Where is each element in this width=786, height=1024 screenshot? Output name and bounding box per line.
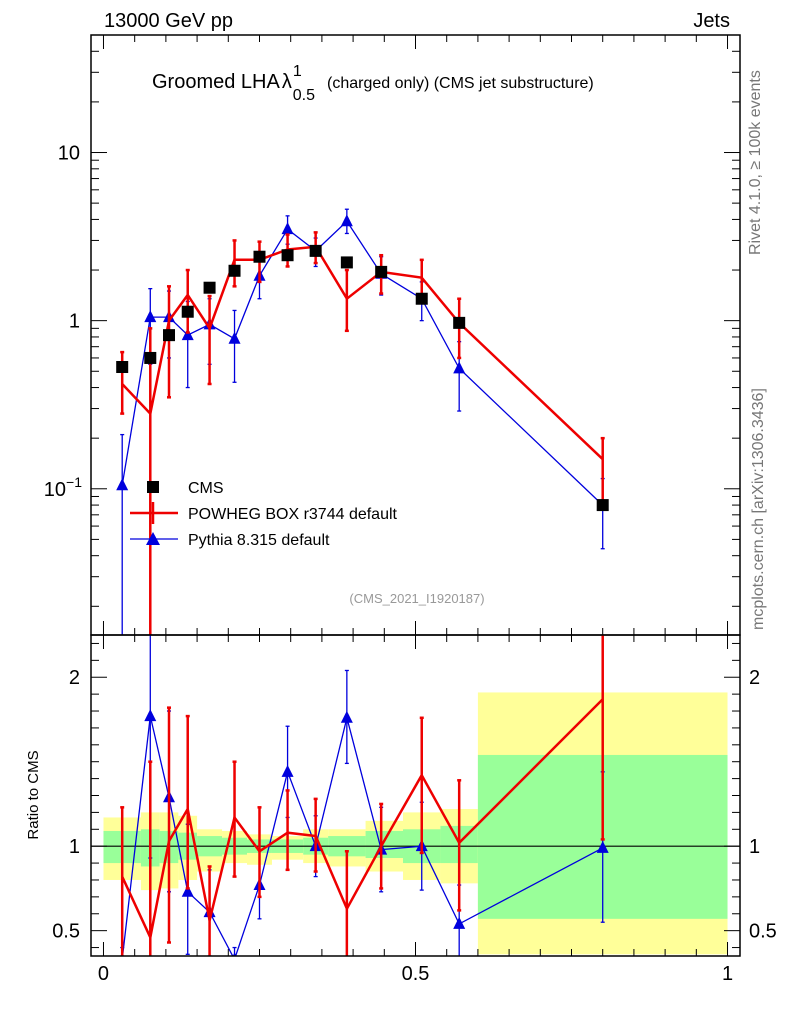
cms-marker xyxy=(375,265,388,278)
cms-marker xyxy=(181,305,194,318)
cms-marker xyxy=(596,499,609,512)
pythia-marker xyxy=(228,331,241,344)
header-jets-label: Jets xyxy=(693,10,730,32)
cms-marker xyxy=(203,281,216,294)
pythia-ratio-line xyxy=(121,715,604,956)
title-lambda: λ xyxy=(282,71,292,93)
ratio-x-tick-label: 0 xyxy=(98,963,109,985)
legend-pythia-label: Pythia 8.315 default xyxy=(188,532,330,549)
powheg-line xyxy=(121,245,604,461)
plot-title: Groomed LHA λ1 0.5 (charged only) (CMS jet … xyxy=(152,63,594,104)
legend: CMS POWHEG BOX r3744 default Pythia 8.31… xyxy=(130,480,398,549)
cms-marker xyxy=(309,244,322,257)
title-rest: (charged only) (CMS jet substructure) xyxy=(327,75,594,92)
pythia-ratio-marker xyxy=(281,764,294,777)
main-y-tick-label: 10 xyxy=(58,143,80,165)
pythia-ratio-marker xyxy=(340,710,353,723)
legend-pythia-marker xyxy=(146,532,160,545)
main-y-tick-exponent: −1 xyxy=(66,474,82,490)
ratio-panel: 0.5 0.5 1 1 2 2 0 0.5 1 xyxy=(52,635,777,985)
main-y-tick-label: 10−1 xyxy=(44,474,82,501)
ratio-x-tick-label: 0.5 xyxy=(402,963,430,985)
ratio-y-tick-label: 1 xyxy=(69,836,80,858)
title-superscript: 1 xyxy=(293,63,302,80)
ratio-panel-frame xyxy=(90,634,741,957)
cms-marker xyxy=(116,361,129,374)
main-y-tick-label: 1 xyxy=(69,311,80,333)
ratio-x-tick-label: 1 xyxy=(722,963,733,985)
title-subscript: 0.5 xyxy=(293,87,315,104)
pythia-marker xyxy=(340,214,353,227)
cms-marker xyxy=(415,292,428,305)
legend-cms-marker xyxy=(147,481,159,493)
ratio-series xyxy=(120,635,609,956)
cms-marker xyxy=(281,249,294,262)
rivet-version-label: Rivet 4.1.0, ≥ 100k events xyxy=(747,70,764,255)
pythia-ratio-marker xyxy=(181,884,194,897)
main-series xyxy=(116,208,609,635)
ratio-y-tick-label: 0.5 xyxy=(52,921,80,943)
ratio-y-tick-label-right: 2 xyxy=(749,667,760,689)
cms-marker xyxy=(453,316,466,329)
pythia-marker xyxy=(116,478,129,491)
cms-marker xyxy=(253,250,266,263)
pythia-line xyxy=(121,220,604,506)
pythia-ratio-marker xyxy=(596,840,609,853)
pythia-marker xyxy=(144,310,157,323)
analysis-id-label: (CMS_2021_I1920187) xyxy=(349,591,484,606)
cms-marker xyxy=(144,351,157,364)
pythia-ratio-marker xyxy=(232,952,237,956)
pythia-marker xyxy=(281,222,294,235)
powheg-ratio-line xyxy=(121,698,604,942)
legend-cms-label: CMS xyxy=(188,480,224,497)
ratio-y-tick-label-right: 1 xyxy=(749,836,760,858)
ratio-ylabel: Ratio to CMS xyxy=(25,750,42,839)
pythia-marker xyxy=(453,361,466,374)
mcplots-label: mcplots.cern.ch [arXiv:1306.3436] xyxy=(750,388,767,630)
ratio-axis-ticks: 0.5 0.5 1 1 2 2 0 0.5 1 xyxy=(52,635,777,985)
pythia-ratio-marker xyxy=(144,709,157,722)
header-energy-label: 13000 GeV pp xyxy=(104,10,233,32)
cms-marker xyxy=(163,329,176,342)
pythia-marker xyxy=(181,328,194,341)
main-y-tick-base: 10 xyxy=(44,479,66,501)
ratio-y-tick-label: 2 xyxy=(69,667,80,689)
cms-marker xyxy=(228,264,241,277)
title-main: Groomed LHA xyxy=(152,71,280,93)
ratio-bands xyxy=(103,692,728,955)
legend-powheg-label: POWHEG BOX r3744 default xyxy=(188,506,398,523)
pythia-ratio-marker xyxy=(453,916,466,929)
cms-marker xyxy=(340,256,353,269)
ratio-y-tick-label-right: 0.5 xyxy=(749,921,777,943)
